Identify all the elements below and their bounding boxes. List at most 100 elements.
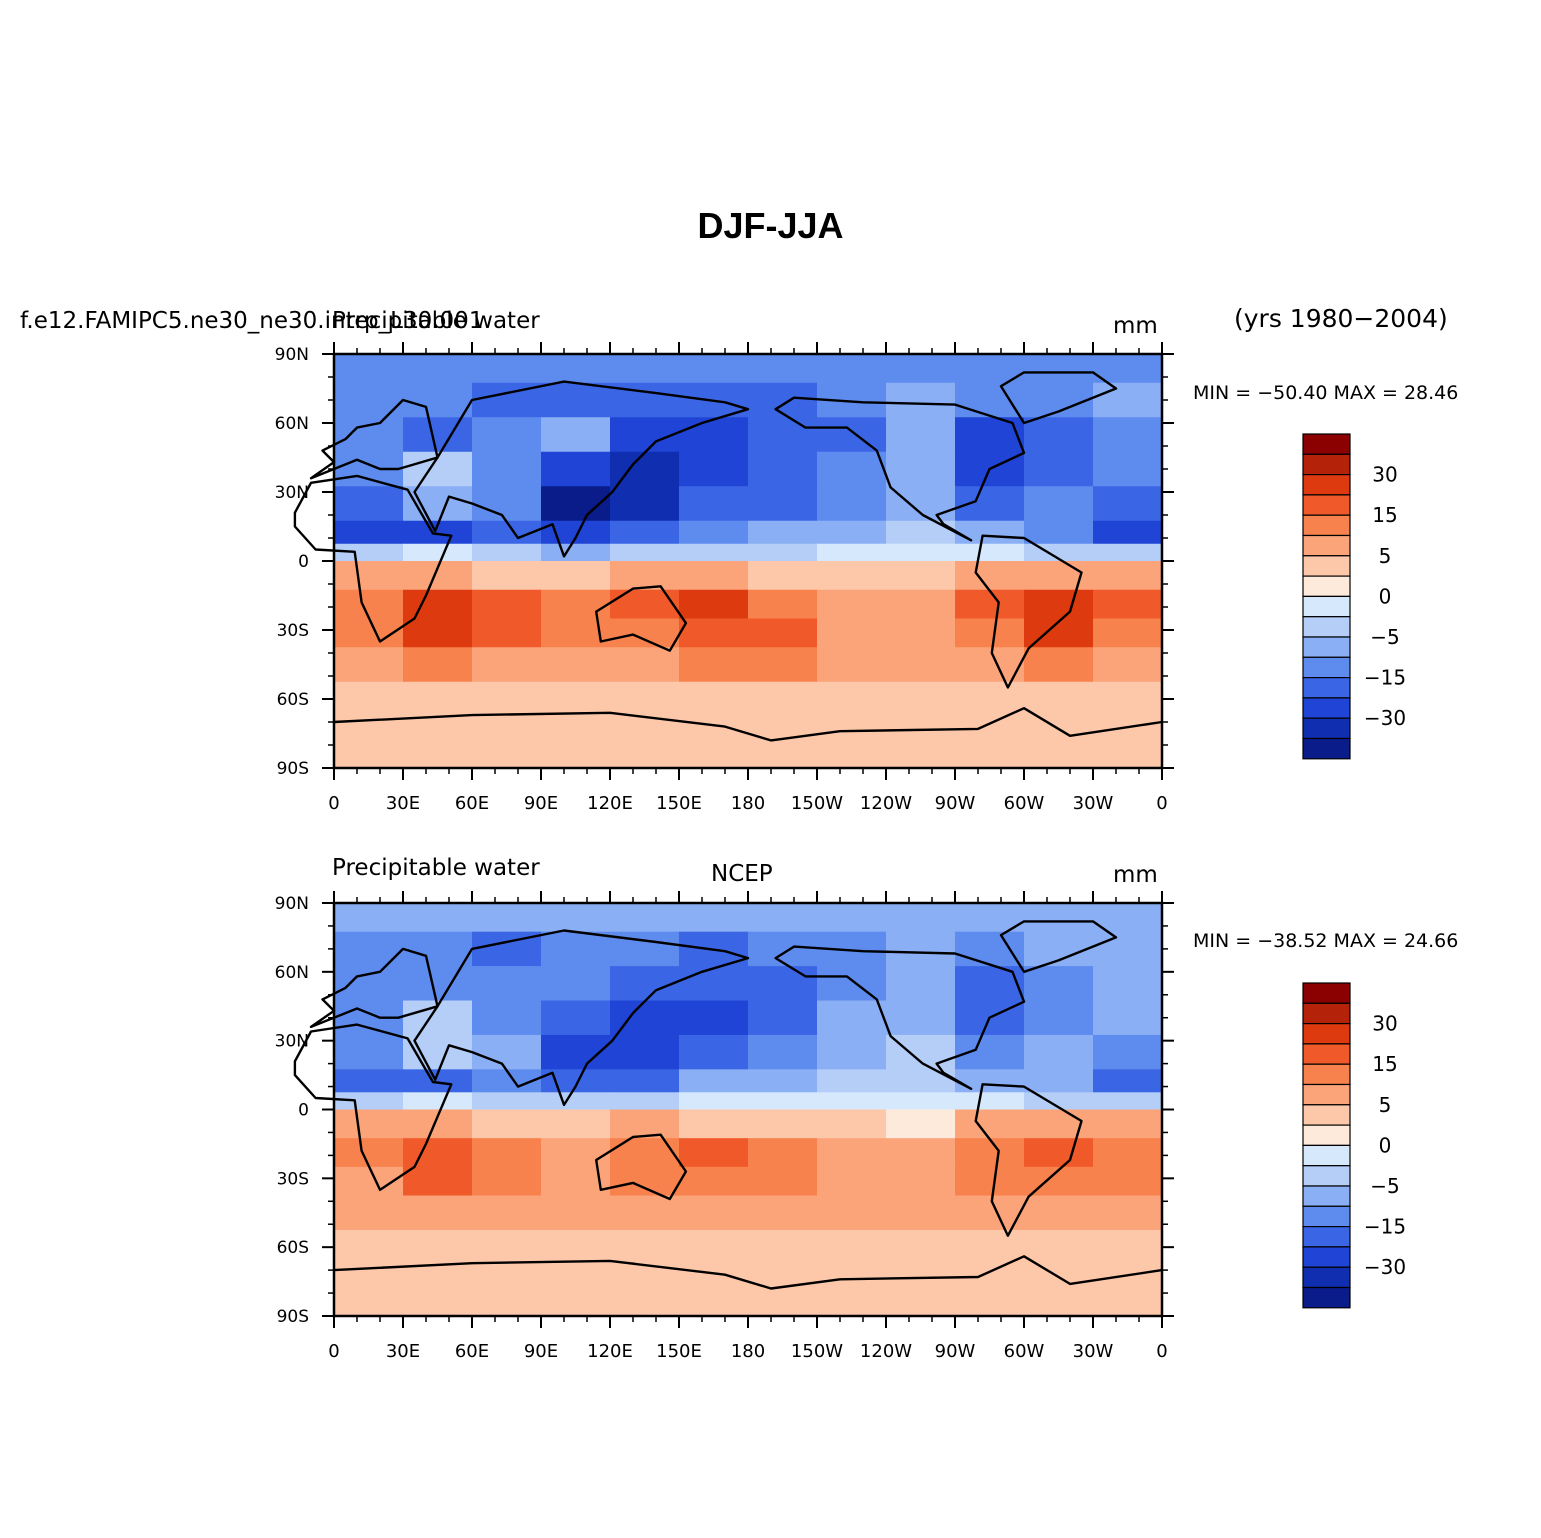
colorbar-label: 15 (1372, 1052, 1397, 1076)
heatmap-cell (886, 561, 956, 591)
colorbar-label: 5 (1379, 544, 1392, 568)
coastline (309, 947, 439, 1029)
heatmap-cell (403, 1138, 473, 1168)
heatmap-cell (1093, 543, 1163, 562)
heatmap-cell (886, 931, 956, 967)
heatmap-cell (1093, 1034, 1163, 1070)
heatmap-cell (886, 589, 956, 620)
coastline (774, 396, 1026, 542)
heatmap-cell (541, 1229, 611, 1265)
heatmap-cell (610, 745, 680, 769)
heatmap-cell (1093, 1138, 1163, 1168)
y-tick-label: 30N (275, 483, 309, 503)
heatmap-cell (886, 1166, 956, 1197)
heatmap-cell (1024, 1195, 1094, 1231)
heatmap-cell (403, 966, 473, 1002)
heatmap-cell (472, 1229, 542, 1265)
heatmap-cell (1093, 745, 1163, 769)
heatmap-cell (679, 618, 749, 648)
heatmap-cell (1024, 520, 1094, 545)
heatmap-cell (679, 903, 749, 933)
x-tick-label: 60W (1004, 793, 1045, 814)
colorbar-swatch (1302, 1083, 1351, 1106)
heatmap-cell (403, 647, 473, 683)
heatmap-cell (472, 589, 542, 620)
heatmap-cell (403, 681, 473, 717)
heatmap-cell (955, 618, 1025, 648)
colorbar-label: 30 (1372, 1012, 1397, 1036)
heatmap-cell (541, 589, 611, 620)
heatmap-cell (403, 1195, 473, 1231)
heatmap-cell (472, 903, 542, 933)
colorbar-swatch (1302, 1246, 1351, 1268)
heatmap-cell (334, 745, 404, 769)
heatmap-cell (541, 561, 611, 591)
heatmap-cell (472, 681, 542, 717)
x-tick-label: 30E (386, 1341, 420, 1362)
heatmap-cell (610, 1195, 680, 1231)
heatmap-cell (817, 417, 887, 453)
heatmap-cell (886, 1069, 956, 1093)
heatmap-cell (679, 486, 749, 522)
heatmap-cell (610, 716, 680, 746)
heatmap-cell (403, 1069, 473, 1093)
heatmap-cell (472, 1166, 542, 1197)
heatmap-cell (955, 382, 1025, 418)
colorbar-label: −30 (1364, 1255, 1406, 1279)
heatmap-cell (1024, 589, 1094, 620)
colorbar-swatch (1302, 453, 1351, 476)
heatmap-cell (334, 1195, 404, 1231)
heatmap-cell (334, 520, 404, 545)
colorbar-swatch (1302, 1165, 1351, 1187)
coastline (333, 1255, 1163, 1290)
heatmap-cell (541, 1092, 611, 1111)
heatmap-cell (610, 1138, 680, 1168)
colorbar-1: 30 15 5 0 −5 −15 −30 (1302, 433, 1406, 760)
colorbar-label: −15 (1364, 1215, 1406, 1239)
coastline (333, 707, 1163, 742)
heatmap-cell (955, 1109, 1025, 1139)
heatmap-cell (748, 681, 818, 717)
heatmap-cell (748, 1264, 818, 1294)
heatmap-cell (610, 1166, 680, 1197)
heatmap-cell (541, 1293, 611, 1317)
y-tick-label: 30N (275, 1032, 309, 1052)
heatmap-cell (886, 681, 956, 717)
colorbar-swatch (1302, 1002, 1351, 1025)
colorbar-swatch (1302, 1225, 1351, 1248)
heatmap-cell (334, 931, 404, 967)
heatmap-cell (610, 903, 680, 933)
heatmap-cell (1024, 1069, 1094, 1093)
heatmap-cell (679, 681, 749, 717)
heatmap-cell (472, 417, 542, 453)
heatmap-cell (334, 1229, 404, 1265)
x-tick-label: 180 (731, 1341, 765, 1362)
heatmap-cell (817, 1069, 887, 1093)
heatmap-cell (1024, 1138, 1094, 1168)
heatmap-cell (610, 417, 680, 453)
heatmap-cell (334, 1092, 404, 1111)
heatmap-cell (817, 618, 887, 648)
coastline (974, 1083, 1083, 1237)
heatmap-cell (955, 931, 1025, 967)
heatmap-cell (955, 966, 1025, 1002)
y-tick-label: 30S (277, 621, 309, 641)
colorbar-swatch (1302, 534, 1351, 557)
heatmap-cell (403, 1229, 473, 1265)
heatmap-cell (748, 561, 818, 591)
heatmap-cell (1093, 1000, 1163, 1036)
heatmap-cell (748, 1000, 818, 1036)
heatmap-cell (334, 1293, 404, 1317)
colorbar-swatch (1302, 1266, 1351, 1289)
x-tick-label: 120E (587, 793, 633, 814)
heatmap-cell (1093, 354, 1163, 384)
heatmap-cell (748, 451, 818, 487)
x-tick-label: 150E (656, 1341, 702, 1362)
heatmap-cell (679, 451, 749, 487)
heatmap-cell (610, 1293, 680, 1317)
heatmap-cell (472, 1138, 542, 1168)
colorbar-label: 30 (1372, 463, 1397, 487)
colorbar-swatch (1302, 1205, 1351, 1228)
heatmap-cell (955, 1138, 1025, 1168)
